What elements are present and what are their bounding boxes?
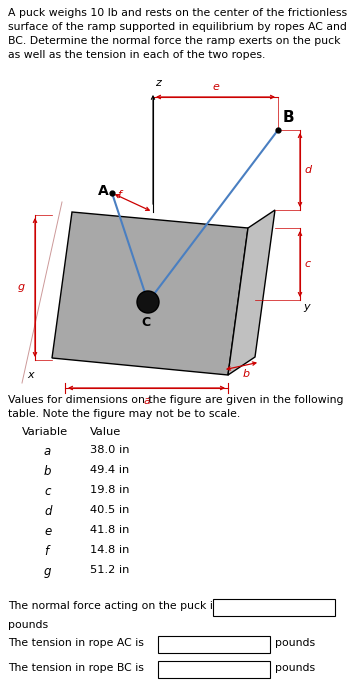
Text: a: a [44,445,51,458]
Text: 49.4 in: 49.4 in [90,465,129,475]
Text: b: b [243,369,250,379]
Text: b: b [44,465,51,478]
Text: f: f [118,189,121,200]
Text: 40.5 in: 40.5 in [90,505,130,515]
Polygon shape [228,210,275,375]
Text: A puck weighs 10 lb and rests on the center of the frictionless
surface of the r: A puck weighs 10 lb and rests on the cen… [8,8,347,60]
Text: d: d [304,165,311,175]
Text: g: g [18,283,25,292]
Text: The tension in rope BC is: The tension in rope BC is [8,663,144,673]
Text: 38.0 in: 38.0 in [90,445,130,455]
Text: B: B [283,110,295,125]
Bar [158,636,270,653]
Bar [213,599,335,616]
Text: c: c [304,259,310,269]
Text: 14.8 in: 14.8 in [90,545,130,555]
Text: a: a [143,396,150,406]
Text: g: g [44,565,51,578]
Text: e: e [44,525,51,538]
Text: z: z [155,78,161,88]
Text: The normal force acting on the puck is: The normal force acting on the puck is [8,601,218,611]
Text: 19.8 in: 19.8 in [90,485,130,495]
Text: A: A [98,184,109,198]
Text: y: y [303,302,310,312]
Text: pounds: pounds [275,663,315,673]
Text: 51.2 in: 51.2 in [90,565,130,575]
Text: e: e [212,82,219,92]
Polygon shape [52,212,248,375]
Text: pounds: pounds [8,620,48,630]
Text: C: C [141,316,150,329]
Text: f: f [44,545,48,558]
Text: d: d [44,505,51,518]
Text: c: c [44,485,50,498]
Text: x: x [27,370,34,380]
Text: The tension in rope AC is: The tension in rope AC is [8,638,144,648]
Text: 41.8 in: 41.8 in [90,525,130,535]
Circle shape [137,291,159,313]
Text: Value: Value [90,427,121,437]
Text: Variable: Variable [22,427,68,437]
Bar [158,661,270,678]
Text: Values for dimensions on the figure are given in the following
table. Note the f: Values for dimensions on the figure are … [8,395,343,419]
Text: pounds: pounds [275,638,315,648]
